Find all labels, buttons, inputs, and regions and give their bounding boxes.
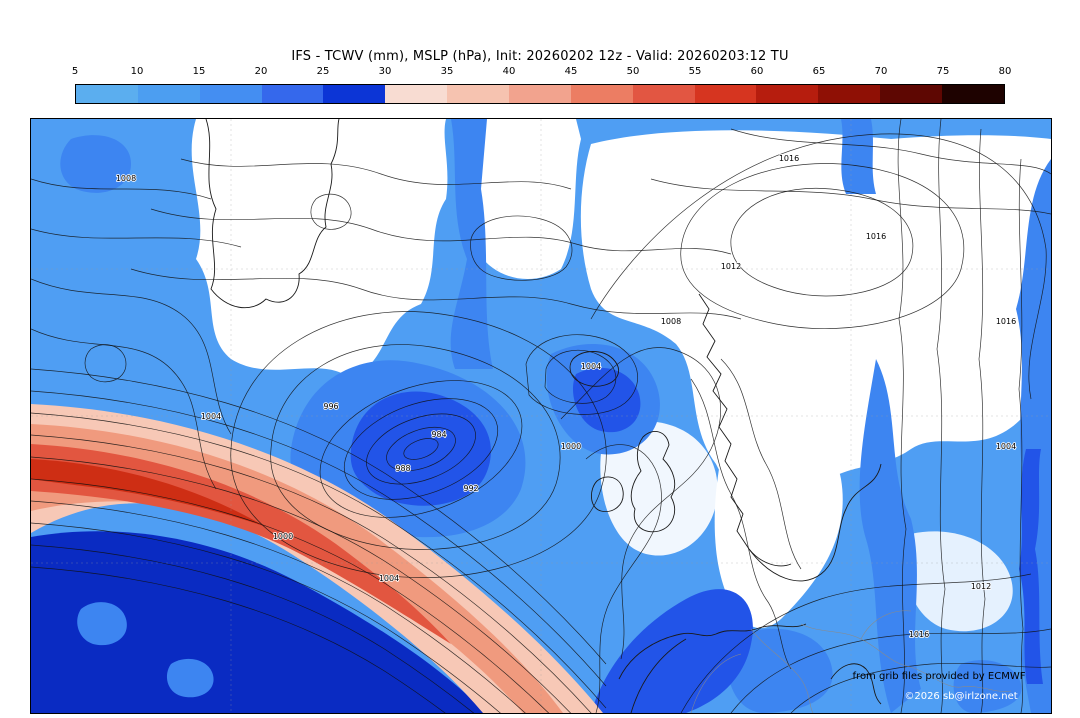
colorbar-segment <box>261 85 324 103</box>
colorbar-segments <box>75 84 1005 104</box>
attribution-copyright: ©2026 sb@irlzone.net <box>904 691 1017 702</box>
map-canvas: 1016 1016 1012 1008 1016 1004 1000 996 984 988 992… <box>30 118 1052 714</box>
pressure-label: 1016 <box>996 317 1016 326</box>
colorbar-segment <box>447 85 510 103</box>
isobar-contours <box>31 119 1051 713</box>
pressure-label: 1004 <box>996 442 1016 451</box>
pressure-label: 1016 <box>909 630 929 639</box>
pressure-label: 1008 <box>661 317 681 326</box>
colorbar-tick-label: 35 <box>440 66 454 77</box>
attribution-ecmwf: from grib files provided by ECMWF <box>853 671 1026 682</box>
pressure-label: 1000 <box>273 532 293 541</box>
colorbar-tick-label: 60 <box>750 66 764 77</box>
pressure-label: 1004 <box>581 362 601 371</box>
coastlines <box>205 119 882 713</box>
colorbar-segment <box>880 85 943 103</box>
country-borders <box>690 610 1012 713</box>
colorbar-segment <box>385 85 448 103</box>
pressure-label: 984 <box>431 430 446 439</box>
colorbar-segment <box>509 85 571 103</box>
colorbar-tick-label: 10 <box>130 66 144 77</box>
colorbar-tick-label: 65 <box>812 66 826 77</box>
colorbar-tick-label: 15 <box>192 66 206 77</box>
pressure-label: 1004 <box>379 574 399 583</box>
colorbar-segment <box>756 85 819 103</box>
pressure-label: 1016 <box>866 232 886 241</box>
colorbar-segment <box>137 85 200 103</box>
colorbar-ticks: 5 10 15 20 25 30 35 40 45 50 55 60 65 70 75 80 <box>71 66 1012 80</box>
colorbar: 5 10 15 20 25 30 35 40 45 50 55 60 65 70 75 80 <box>71 66 1012 106</box>
pressure-label: 992 <box>463 484 478 493</box>
colorbar-segment <box>76 85 138 103</box>
weather-map-svg: 1016 1016 1012 1008 1016 1004 1000 996 984 988 992… <box>31 119 1051 713</box>
colorbar-tick-label: 30 <box>378 66 392 77</box>
colorbar-tick-label: 50 <box>626 66 640 77</box>
pressure-label: 988 <box>395 464 410 473</box>
colorbar-tick-label: 80 <box>998 66 1012 77</box>
pressure-label: 1016 <box>779 154 799 163</box>
colorbar-segment <box>199 85 262 103</box>
colorbar-segment <box>632 85 695 103</box>
colorbar-tick-label: 75 <box>936 66 950 77</box>
pressure-label: 1012 <box>971 582 991 591</box>
colorbar-segment <box>942 85 1004 103</box>
colorbar-tick-label: 25 <box>316 66 330 77</box>
pressure-label: 996 <box>323 402 338 411</box>
pressure-labels-layer: 1016 1016 1012 1008 1016 1004 1000 996 984 988 992… <box>115 153 1017 640</box>
colorbar-segment <box>323 85 386 103</box>
colorbar-tick-label: 5 <box>71 66 79 77</box>
pressure-label: 1000 <box>561 442 581 451</box>
colorbar-segment <box>570 85 633 103</box>
colorbar-tick-label: 40 <box>502 66 516 77</box>
colorbar-segment <box>694 85 757 103</box>
colorbar-tick-label: 45 <box>564 66 578 77</box>
colorbar-tick-label: 20 <box>254 66 268 77</box>
colorbar-segment <box>818 85 881 103</box>
colorbar-tick-label: 70 <box>874 66 888 77</box>
pressure-label: 1012 <box>721 262 741 271</box>
pressure-label: 1004 <box>201 412 221 421</box>
graticule-layer <box>31 119 1051 713</box>
pressure-label: 1008 <box>116 174 136 183</box>
map-title: IFS - TCWV (mm), MSLP (hPa), Init: 20260… <box>291 49 789 64</box>
colorbar-tick-label: 55 <box>688 66 702 77</box>
